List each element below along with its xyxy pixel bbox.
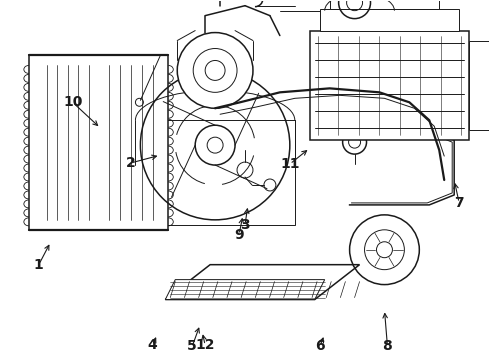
Text: 4: 4	[147, 338, 157, 352]
Text: 3: 3	[240, 218, 250, 232]
Polygon shape	[165, 265, 360, 300]
Bar	[319, 9, 459, 31]
Text: 10: 10	[63, 95, 82, 109]
Text: 6: 6	[315, 339, 324, 354]
Bar	[29, 55, 168, 230]
Text: 2: 2	[125, 156, 135, 170]
Text: 8: 8	[383, 339, 392, 354]
Text: 12: 12	[196, 338, 215, 352]
Text: 5: 5	[187, 339, 197, 354]
Bar	[330, 0, 439, 9]
Bar	[469, 41, 490, 130]
Text: 9: 9	[234, 228, 244, 242]
Text: 7: 7	[454, 196, 464, 210]
Text: 1: 1	[34, 258, 44, 272]
Polygon shape	[165, 280, 325, 300]
Text: 11: 11	[280, 157, 299, 171]
Circle shape	[177, 32, 253, 108]
Bar	[135, 120, 295, 225]
Bar	[310, 31, 469, 140]
